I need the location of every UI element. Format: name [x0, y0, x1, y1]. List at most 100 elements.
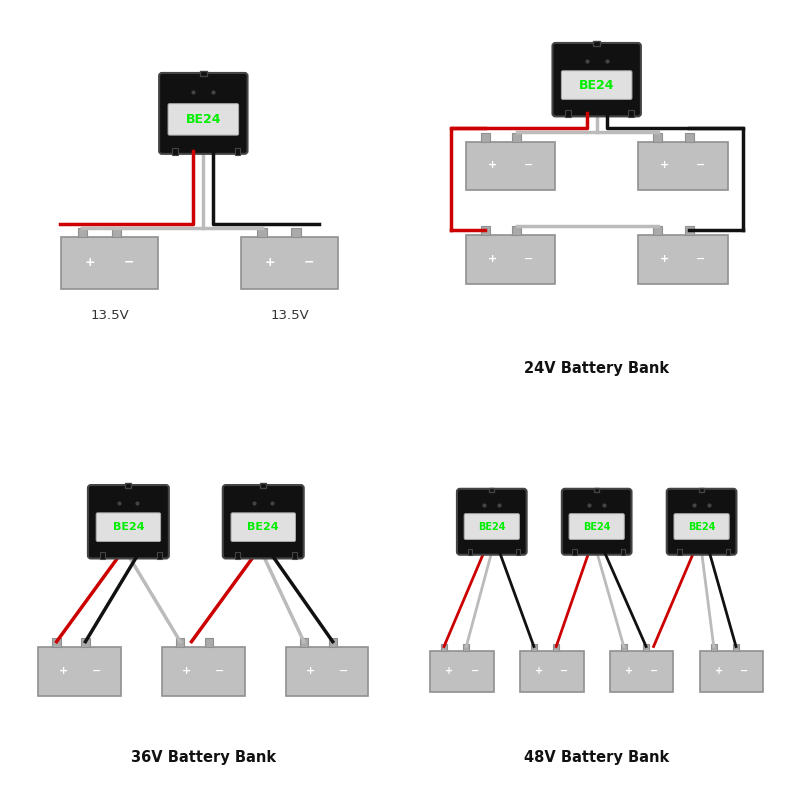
- Text: −: −: [740, 666, 748, 676]
- FancyBboxPatch shape: [562, 489, 631, 554]
- Text: −: −: [524, 254, 533, 263]
- Text: −: −: [650, 666, 658, 676]
- Text: 36V Battery Bank: 36V Battery Bank: [130, 750, 276, 766]
- Bar: [441, 643, 447, 651]
- Bar: [234, 553, 240, 559]
- Bar: [553, 643, 559, 651]
- Bar: [653, 133, 662, 142]
- Bar: [78, 227, 87, 237]
- Bar: [520, 651, 583, 692]
- FancyBboxPatch shape: [464, 514, 519, 539]
- Text: −: −: [124, 256, 134, 269]
- Bar: [490, 487, 494, 492]
- Text: +: +: [488, 160, 497, 170]
- Bar: [157, 553, 162, 559]
- Text: BE24: BE24: [583, 522, 610, 531]
- Bar: [258, 227, 267, 237]
- Bar: [466, 235, 555, 284]
- Bar: [566, 110, 571, 117]
- Bar: [512, 133, 522, 142]
- Text: BE24: BE24: [186, 113, 221, 126]
- Bar: [234, 148, 241, 154]
- Bar: [463, 643, 470, 651]
- Text: BE24: BE24: [688, 522, 715, 531]
- Text: +: +: [535, 666, 543, 676]
- Text: +: +: [660, 254, 670, 263]
- Text: BE24: BE24: [113, 522, 144, 532]
- Bar: [685, 133, 694, 142]
- Bar: [621, 549, 626, 555]
- Text: BE24: BE24: [478, 522, 506, 531]
- Bar: [530, 643, 537, 651]
- FancyBboxPatch shape: [666, 489, 737, 554]
- Bar: [286, 647, 368, 696]
- Text: +: +: [660, 160, 670, 170]
- Bar: [176, 638, 184, 647]
- Text: +: +: [58, 666, 68, 676]
- Bar: [481, 133, 490, 142]
- Bar: [726, 549, 730, 555]
- Text: +: +: [306, 666, 315, 676]
- Bar: [628, 110, 634, 117]
- Text: BE24: BE24: [247, 522, 279, 532]
- Bar: [300, 638, 308, 647]
- Text: 13.5V: 13.5V: [90, 310, 129, 322]
- Bar: [699, 487, 704, 492]
- Bar: [200, 70, 206, 76]
- Bar: [162, 647, 245, 696]
- Text: +: +: [714, 666, 723, 676]
- Text: −: −: [304, 256, 314, 269]
- Bar: [573, 549, 577, 555]
- Bar: [710, 643, 717, 651]
- Bar: [205, 638, 214, 647]
- Bar: [430, 651, 494, 692]
- Bar: [38, 647, 121, 696]
- Text: −: −: [470, 666, 478, 676]
- Text: +: +: [182, 666, 191, 676]
- Bar: [466, 142, 555, 190]
- Text: 48V Battery Bank: 48V Battery Bank: [524, 750, 670, 766]
- Bar: [700, 651, 763, 692]
- Bar: [100, 553, 105, 559]
- FancyBboxPatch shape: [569, 514, 624, 539]
- Text: +: +: [445, 666, 453, 676]
- Text: +: +: [488, 254, 497, 263]
- Bar: [638, 235, 728, 284]
- Text: −: −: [524, 160, 533, 170]
- FancyBboxPatch shape: [674, 514, 729, 539]
- Bar: [512, 226, 522, 235]
- Bar: [621, 643, 627, 651]
- Bar: [53, 638, 61, 647]
- Bar: [594, 42, 600, 46]
- Text: −: −: [696, 160, 706, 170]
- Text: 13.5V: 13.5V: [270, 310, 309, 322]
- Bar: [291, 227, 301, 237]
- FancyBboxPatch shape: [553, 43, 641, 117]
- Text: 24V Battery Bank: 24V Battery Bank: [524, 361, 670, 376]
- Bar: [594, 487, 599, 492]
- FancyBboxPatch shape: [222, 485, 304, 558]
- Text: +: +: [625, 666, 633, 676]
- Bar: [241, 237, 338, 290]
- Text: +: +: [85, 256, 95, 269]
- Bar: [292, 553, 297, 559]
- Bar: [638, 142, 728, 190]
- Text: −: −: [696, 254, 706, 263]
- Text: −: −: [338, 666, 348, 676]
- Bar: [126, 483, 131, 488]
- FancyBboxPatch shape: [159, 73, 247, 154]
- Bar: [82, 638, 90, 647]
- Bar: [260, 483, 266, 488]
- FancyBboxPatch shape: [231, 513, 295, 542]
- Text: −: −: [561, 666, 569, 676]
- Bar: [643, 643, 650, 651]
- Bar: [653, 226, 662, 235]
- Bar: [172, 148, 178, 154]
- FancyBboxPatch shape: [457, 489, 526, 554]
- Bar: [467, 549, 472, 555]
- FancyBboxPatch shape: [88, 485, 169, 558]
- FancyBboxPatch shape: [96, 513, 161, 542]
- Bar: [685, 226, 694, 235]
- Bar: [733, 643, 739, 651]
- Bar: [516, 549, 521, 555]
